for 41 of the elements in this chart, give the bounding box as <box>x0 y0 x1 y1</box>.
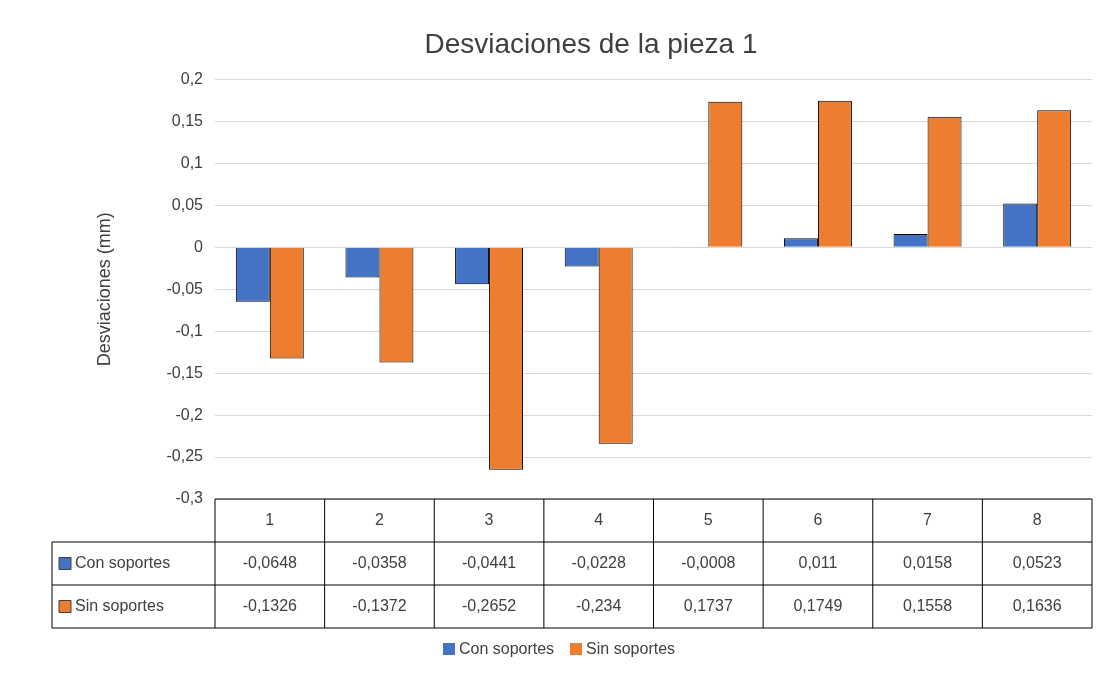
y-axis-title: Desviaciones (mm) <box>93 212 114 367</box>
data-label: 0,0523 <box>1012 553 1062 571</box>
y-tick-label: -0,15 <box>166 363 204 381</box>
data-label: -0,2652 <box>461 596 517 614</box>
data-label: -0,0008 <box>681 553 736 571</box>
x-tick-label: 5 <box>703 510 713 528</box>
data-label: -0,0441 <box>461 553 517 571</box>
x-tick-label: 4 <box>594 510 604 528</box>
legend-label: Con soportes <box>75 553 171 571</box>
x-tick-label: 6 <box>813 510 823 528</box>
x-tick-label: 7 <box>923 510 933 528</box>
x-tick-label: 3 <box>484 510 494 528</box>
y-tick-label: -0,3 <box>175 489 204 507</box>
y-tick-label: -0,25 <box>166 447 204 465</box>
data-label: -0,1326 <box>242 596 298 614</box>
y-tick-label: -0,2 <box>175 405 204 423</box>
y-tick-label: 0,1 <box>180 153 204 171</box>
x-tick-label: 1 <box>265 510 275 528</box>
text: Sin soportes <box>586 640 676 657</box>
data-label: 0,1636 <box>1012 596 1062 614</box>
legend-label: Sin soportes <box>75 596 164 614</box>
data-label: -0,0648 <box>242 553 298 571</box>
data-label: -0,0358 <box>352 553 407 571</box>
data-label: 0,0158 <box>903 553 953 571</box>
x-tick-label: 2 <box>374 510 384 528</box>
y-tick-label: 0 <box>194 237 204 255</box>
x-tick-label: 8 <box>1032 510 1042 528</box>
text: Con soportes <box>458 640 555 657</box>
y-tick-label: -0,1 <box>175 321 204 339</box>
chart-title: Desviaciones de la pieza 1 <box>424 27 758 59</box>
data-label: -0,1372 <box>352 596 407 614</box>
data-label: 0,011 <box>798 553 838 571</box>
data-label: -0,234 <box>576 596 622 614</box>
y-tick-label: 0,15 <box>171 111 204 129</box>
data-label: 0,1749 <box>793 596 843 614</box>
data-label: 0,1558 <box>903 596 953 614</box>
y-tick-label: -0,05 <box>166 279 204 297</box>
data-label: -0,0228 <box>571 553 626 571</box>
data-label: 0,1737 <box>683 596 733 614</box>
y-tick-label: 0,2 <box>180 70 204 88</box>
y-tick-label: 0,05 <box>171 195 204 213</box>
